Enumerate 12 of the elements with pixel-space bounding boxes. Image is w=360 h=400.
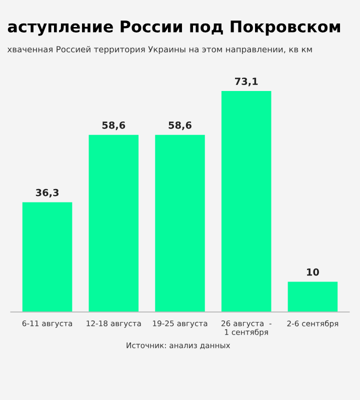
bar <box>155 134 205 312</box>
data-label: 10 <box>307 268 320 276</box>
bar <box>221 91 272 312</box>
chart-title: аступление России под Покровском <box>8 20 340 36</box>
data-label: 73,1 <box>235 78 258 86</box>
data-label: 58,6 <box>168 121 192 130</box>
data-label: 36,3 <box>36 188 59 198</box>
bar <box>22 202 72 312</box>
bar <box>288 282 338 312</box>
bar <box>88 134 139 312</box>
data-label: 58,6 <box>102 121 126 130</box>
chart-subtitle: хваченная Россией территория Украины на этом направлении, кв км <box>7 46 312 54</box>
